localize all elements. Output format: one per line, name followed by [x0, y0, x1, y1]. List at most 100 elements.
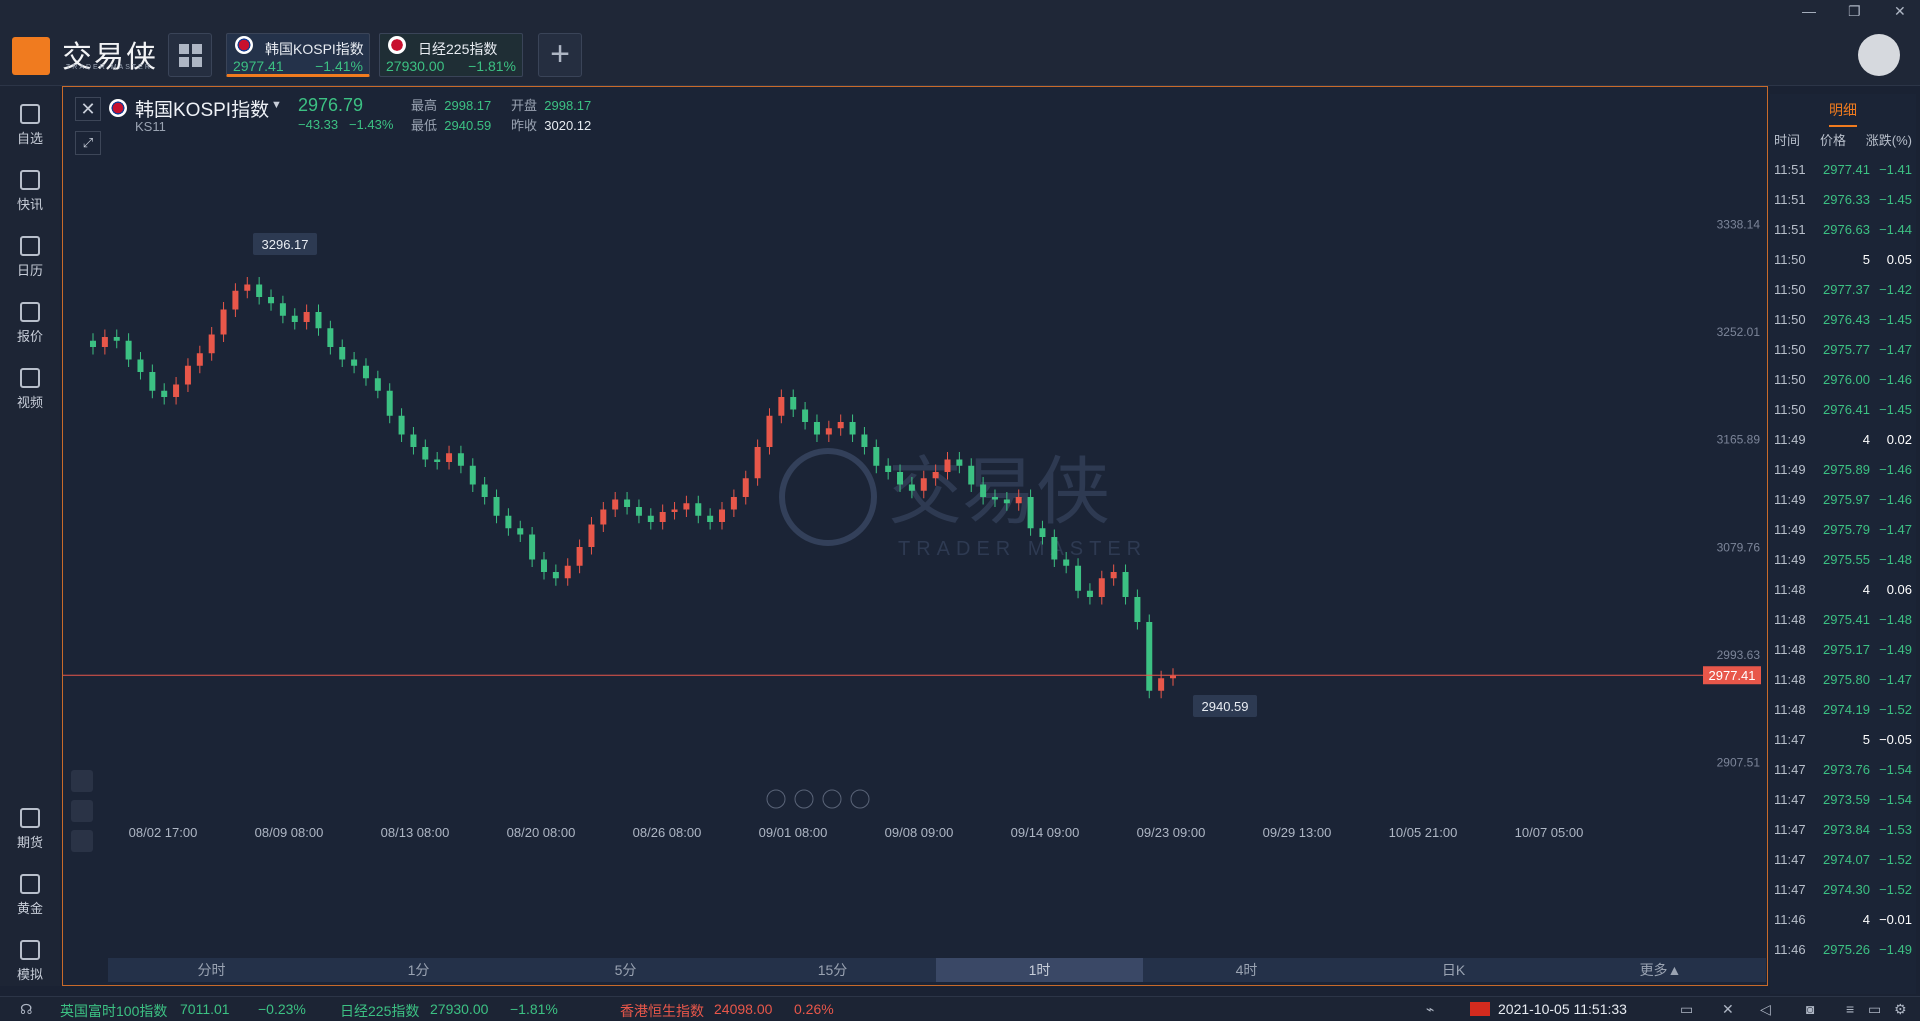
menu-icon[interactable]: ≡	[1846, 1001, 1855, 1017]
candle-body	[944, 459, 951, 472]
skip-forward-icon[interactable]	[822, 789, 842, 809]
ticker-name[interactable]: 香港恒生指数	[620, 1003, 704, 1019]
expand-icon[interactable]: ⤢	[75, 131, 101, 155]
candle-body	[256, 284, 263, 297]
candle-body	[956, 459, 963, 466]
candle-body	[113, 337, 120, 341]
sidebar-item-video[interactable]: 视频	[0, 360, 60, 420]
chart-header: ✕ ⤢ 韩国KOSPI指数 ▼ KS11 2976.79 −43.33 −1.4…	[63, 87, 1763, 155]
screen-icon[interactable]: ▭	[1680, 1001, 1694, 1017]
timeframe-3[interactable]: 15分	[817, 962, 848, 978]
indicator-icon[interactable]	[71, 770, 93, 792]
candle	[908, 477, 915, 499]
detail-row: 11:50 2976.43 −1.45	[1770, 304, 1916, 334]
candle	[932, 464, 939, 486]
restore-icon[interactable]: ❐	[1848, 3, 1861, 19]
candle	[481, 477, 488, 505]
detail-cell-t: 11:47	[1774, 822, 1806, 837]
tab-detail[interactable]: 明细	[1770, 94, 1916, 127]
detail-cell-t: 11:48	[1774, 642, 1806, 657]
sidebar-item-futures[interactable]: 期货	[0, 800, 60, 860]
detail-cell-t: 11:48	[1774, 702, 1806, 717]
detail-cell-t: 11:49	[1774, 492, 1806, 507]
timeframe-0[interactable]: 分时	[197, 962, 226, 978]
min-label: 2940.59	[1193, 695, 1257, 717]
sidebar-item-gold[interactable]: 黄金	[0, 866, 60, 926]
candle	[813, 414, 820, 442]
candle-body	[991, 497, 998, 500]
price-change-value: −43.33	[298, 117, 339, 132]
layout-grid-button[interactable]	[168, 33, 212, 77]
detail-cell-t: 11:51	[1774, 222, 1806, 237]
candle	[1027, 489, 1034, 536]
detail-cell-p: 2975.89	[1823, 462, 1870, 477]
ticker-name[interactable]: 英国富时100指数	[60, 1003, 168, 1019]
detail-row: 11:50 2976.00 −1.46	[1770, 364, 1916, 394]
minimize-icon[interactable]: —	[1802, 3, 1816, 19]
detail-cell-c: −1.41	[1879, 162, 1912, 177]
sidebar-item-quotes[interactable]: 报价	[0, 294, 60, 354]
mute-icon[interactable]: ◁	[1760, 1001, 1771, 1017]
draw-pencil-icon[interactable]	[71, 800, 93, 822]
candle-body	[1003, 499, 1010, 504]
candle-body	[1122, 572, 1129, 597]
user-avatar[interactable]	[1858, 34, 1900, 76]
clock: 2021-10-05 11:51:33	[1498, 1001, 1627, 1017]
time-axis-label: 08/26 08:00	[633, 825, 702, 840]
monitor-icon[interactable]: ▭	[1868, 1001, 1882, 1017]
timeframe-6[interactable]: 日K	[1441, 962, 1466, 978]
timeframe-5[interactable]: 4时	[1235, 962, 1258, 978]
sidebar-item-watchlist[interactable]: 自选	[0, 96, 60, 156]
skip-back-icon[interactable]	[794, 789, 814, 809]
candle-body	[1086, 590, 1093, 597]
last-price-label: 2977.41	[1709, 668, 1756, 683]
candle	[410, 427, 417, 455]
candle-body	[1063, 559, 1070, 566]
close-chart-button[interactable]: ✕	[75, 97, 101, 121]
sidebar-item-calendar[interactable]: 日历	[0, 228, 60, 288]
candlestick-chart[interactable]: 交易侠 TRADER MASTER 3338.14 3252.01 3165.89 3…	[63, 137, 1763, 947]
candle-body	[434, 459, 441, 462]
sidebar-item-news[interactable]: 快讯	[0, 162, 60, 222]
close-window-icon[interactable]: ✕	[1894, 3, 1906, 19]
timeframe-4[interactable]: 1时	[936, 958, 1143, 982]
ticker-price: 24098.00	[714, 1001, 773, 1017]
detail-cell-t: 11:50	[1774, 252, 1806, 267]
camera-icon[interactable]: ◙	[1806, 1001, 1815, 1017]
tools-icon[interactable]: ✕	[1722, 1001, 1734, 1017]
candle	[125, 333, 132, 367]
korea-flag-icon	[109, 99, 127, 117]
zoom-in-icon[interactable]	[850, 789, 870, 809]
timeframe-7[interactable]: 更多▲	[1639, 962, 1682, 978]
detail-row: 11:50 2977.37 −1.42	[1770, 274, 1916, 304]
timeframe-1[interactable]: 1分	[407, 962, 430, 978]
detail-row: 11:51 2976.63 −1.44	[1770, 214, 1916, 244]
candle-body	[897, 472, 904, 485]
add-tab-button[interactable]: +	[538, 33, 582, 77]
candle	[837, 414, 844, 436]
candle-body	[446, 453, 453, 462]
tab-kospi[interactable]: 韩国KOSPI指数 2977.41 −1.41%	[226, 33, 370, 77]
zoom-out-icon[interactable]	[766, 789, 786, 809]
headset-icon[interactable]: ☊	[20, 1001, 33, 1017]
candle	[790, 389, 797, 417]
sidebar-item-simulate[interactable]: 模拟	[0, 932, 60, 992]
chart-style-icon[interactable]	[71, 830, 93, 852]
detail-row: 11:50 2976.41 −1.45	[1770, 394, 1916, 424]
signal-icon[interactable]: ⌁	[1426, 1001, 1435, 1017]
settings-icon[interactable]: ⚙	[1894, 1001, 1907, 1017]
candle-body	[386, 390, 393, 416]
tab-nikkei[interactable]: 日经225指数 27930.00 −1.81%	[379, 33, 523, 77]
sidebar: 自选 快讯 日历 报价 视频 期货 黄金 模拟	[0, 86, 60, 986]
detail-row: 11:48 4 0.06	[1770, 574, 1916, 604]
symbol-name[interactable]: 韩国KOSPI指数	[135, 100, 270, 121]
timeframe-2[interactable]: 5分	[614, 962, 637, 978]
candle-body	[695, 503, 702, 516]
app-logo-icon	[12, 37, 50, 75]
min-label-text: 2940.59	[1202, 699, 1249, 714]
candle	[220, 302, 227, 342]
detail-cell-c: −1.47	[1879, 342, 1912, 357]
chevron-down-icon[interactable]: ▼	[271, 99, 282, 111]
candle	[184, 358, 191, 392]
ticker-name[interactable]: 日经225指数	[340, 1003, 420, 1019]
